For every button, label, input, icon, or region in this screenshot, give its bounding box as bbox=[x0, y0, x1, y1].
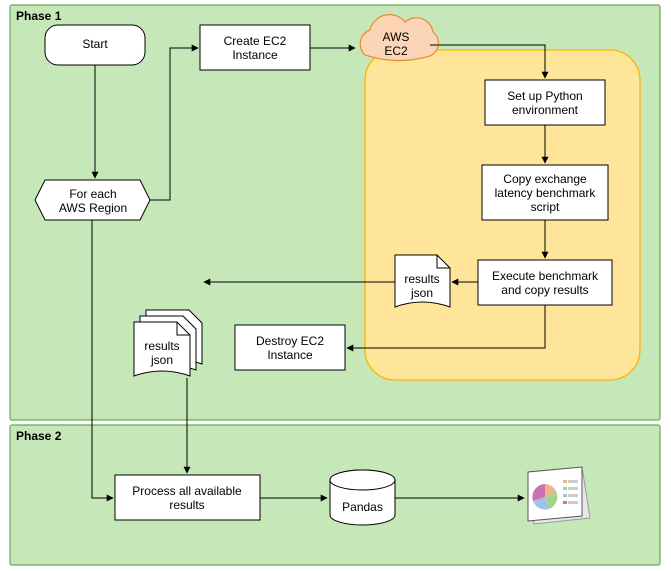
svg-text:latency benchmark: latency benchmark bbox=[495, 186, 597, 200]
svg-text:Set up Python: Set up Python bbox=[507, 89, 582, 103]
phase2-label: Phase 2 bbox=[16, 429, 62, 443]
svg-text:Start: Start bbox=[82, 37, 108, 51]
svg-text:Execute benchmark: Execute benchmark bbox=[492, 269, 599, 283]
svg-text:Process all available: Process all available bbox=[132, 484, 242, 498]
svg-text:environment: environment bbox=[512, 103, 579, 117]
execute-benchmark-node: Execute benchmark and copy results bbox=[478, 260, 612, 305]
create-ec2-node: Create EC2 Instance bbox=[200, 25, 310, 70]
svg-text:Instance: Instance bbox=[267, 348, 313, 362]
svg-text:results: results bbox=[169, 498, 204, 512]
svg-text:results: results bbox=[404, 272, 439, 286]
svg-text:Destroy EC2: Destroy EC2 bbox=[256, 334, 324, 348]
destroy-ec2-node: Destroy EC2 Instance bbox=[235, 325, 345, 370]
svg-text:Instance: Instance bbox=[232, 48, 278, 62]
start-node: Start bbox=[45, 25, 145, 65]
flowchart: Phase 1 Phase 2 Start For each AWS Regio… bbox=[0, 0, 671, 572]
svg-text:Copy exchange: Copy exchange bbox=[503, 172, 587, 186]
setup-python-node: Set up Python environment bbox=[485, 80, 605, 125]
svg-text:results: results bbox=[144, 339, 179, 353]
svg-text:Pandas: Pandas bbox=[342, 500, 383, 514]
svg-text:json: json bbox=[410, 286, 433, 300]
foreach-node: For each AWS Region bbox=[35, 180, 150, 220]
chart-icon bbox=[528, 467, 590, 524]
copy-script-node: Copy exchange latency benchmark script bbox=[482, 165, 608, 220]
svg-text:script: script bbox=[531, 200, 560, 214]
svg-text:json: json bbox=[150, 353, 173, 367]
svg-text:EC2: EC2 bbox=[384, 44, 408, 58]
svg-text:AWS: AWS bbox=[383, 30, 410, 44]
process-results-node: Process all available results bbox=[115, 475, 260, 520]
results-json-multidoc: results json bbox=[134, 310, 202, 376]
svg-text:Create EC2: Create EC2 bbox=[224, 34, 287, 48]
svg-text:AWS Region: AWS Region bbox=[59, 201, 127, 215]
svg-text:For each: For each bbox=[69, 187, 116, 201]
pandas-cylinder: Pandas bbox=[330, 470, 395, 525]
results-json-doc: results json bbox=[395, 255, 450, 307]
svg-text:and copy results: and copy results bbox=[501, 283, 588, 297]
phase1-label: Phase 1 bbox=[16, 9, 62, 23]
